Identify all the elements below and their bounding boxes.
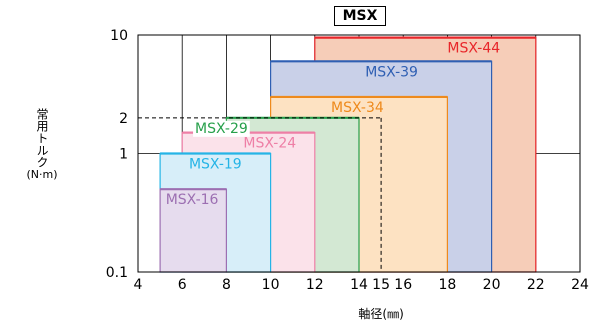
x-tick-label: 12 [306, 277, 324, 293]
x-tick-label: 16 [394, 277, 412, 293]
x-tick-label: 24 [571, 277, 589, 293]
series-label-msx-19: MSX-19 [189, 157, 242, 173]
x-tick-label: 15 [372, 277, 390, 293]
x-tick-label: 6 [178, 277, 187, 293]
x-axis-label: 軸径(㎜) [358, 307, 403, 321]
plot-frame [137, 34, 581, 273]
x-tick-label: 10 [262, 277, 280, 293]
series-label-msx-24: MSX-24 [243, 136, 296, 152]
x-tick-label: 8 [222, 277, 231, 293]
x-tick-label: 20 [483, 277, 501, 293]
y-axis-label-main: 常用トルク [35, 108, 49, 168]
chart-title: MSX [334, 6, 386, 26]
x-tick-label: 18 [438, 277, 456, 293]
x-tick-label: 4 [134, 277, 143, 293]
x-tick-label: 14 [350, 277, 368, 293]
series-label-msx-44: MSX-44 [447, 41, 500, 57]
x-tick-label: 22 [527, 277, 545, 293]
y-tick-label: 2 [119, 111, 128, 127]
y-tick-label: 10 [110, 28, 128, 44]
series-label-msx-39: MSX-39 [365, 64, 418, 80]
y-axis-label-unit: (N·m) [26, 168, 58, 181]
y-tick-label: 1 [119, 147, 128, 163]
y-axis-label: 常用トルク (N·m) [26, 108, 58, 182]
series-label-msx-16: MSX-16 [166, 192, 219, 208]
range-msx-16 [159, 188, 228, 273]
y-tick-label: 0.1 [106, 265, 128, 281]
series-label-msx-29: MSX-29 [195, 121, 248, 137]
series-label-msx-34: MSX-34 [331, 100, 384, 116]
